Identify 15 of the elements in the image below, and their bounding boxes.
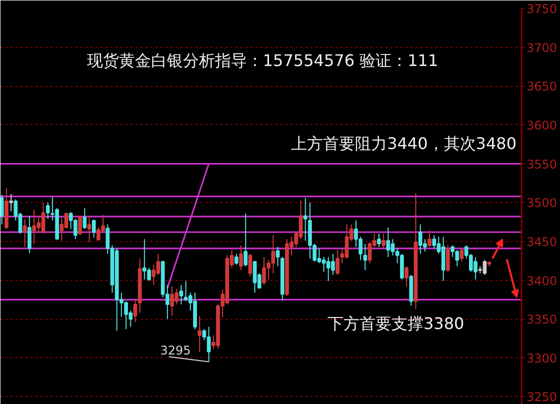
annotation: 上方首要阻力3440，其次3480 (291, 134, 516, 153)
y-tick-label: 3600 (526, 118, 558, 132)
annotation: 3295 (160, 343, 191, 358)
y-tick-label: 3750 (526, 2, 558, 16)
annotation: 现货黄金白银分析指导：157554576 验证：111 (86, 51, 438, 70)
y-tick-label: 3450 (526, 234, 558, 249)
y-tick-label: 3300 (526, 351, 558, 366)
y-tick-label: 3500 (526, 196, 558, 210)
annotation: 下方首要支撑3380 (328, 314, 464, 333)
y-tick-label: 3700 (526, 40, 558, 55)
y-tick-label: 3250 (526, 390, 558, 404)
y-tick-label: 3350 (526, 312, 558, 327)
y-tick-label: 3650 (526, 80, 558, 94)
y-tick-label: 3400 (526, 274, 558, 288)
y-tick-label: 3550 (526, 157, 558, 172)
